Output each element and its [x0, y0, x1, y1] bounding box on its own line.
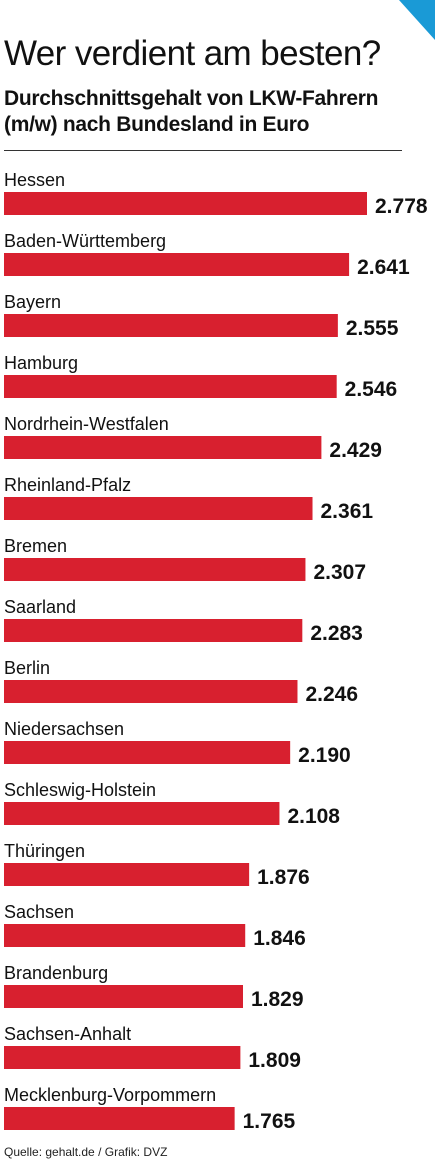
category-label: Sachsen — [4, 902, 74, 922]
bar — [4, 436, 322, 459]
bar — [4, 680, 298, 703]
bar — [4, 619, 303, 642]
bar — [4, 497, 313, 520]
bar-row: Berlin 2.246 — [4, 658, 358, 706]
value-label: 2.283 — [310, 622, 363, 645]
bar-row: Saarland 2.283 — [4, 597, 363, 645]
value-label: 1.765 — [243, 1110, 296, 1133]
value-label: 2.361 — [321, 500, 374, 523]
source-note: Quelle: gehalt.de / Grafik: DVZ — [4, 1145, 168, 1159]
bar-row: Schleswig-Holstein 2.108 — [4, 780, 340, 828]
value-label: 2.307 — [313, 561, 366, 584]
bar — [4, 1046, 241, 1069]
value-label: 2.246 — [305, 683, 358, 706]
category-label: Brandenburg — [4, 963, 108, 983]
chart-title: Wer verdient am besten? — [4, 34, 381, 73]
category-label: Thüringen — [4, 841, 85, 861]
value-label: 1.829 — [251, 988, 304, 1011]
bar-row: Nordrhein-Westfalen 2.429 — [4, 414, 382, 462]
bar — [4, 1107, 235, 1130]
category-label: Bayern — [4, 292, 61, 312]
category-label: Bremen — [4, 536, 67, 556]
bar — [4, 558, 306, 581]
bar-chart: Hessen 2.778 Baden-Württemberg 2.641 Bayern 2… — [4, 170, 428, 1133]
category-label: Nordrhein-Westfalen — [4, 414, 169, 434]
category-label: Sachsen-Anhalt — [4, 1024, 131, 1044]
bar-row: Rheinland-Pfalz 2.361 — [4, 475, 373, 523]
bar — [4, 802, 280, 825]
category-label: Baden-Württemberg — [4, 231, 166, 251]
bar-row: Hamburg 2.546 — [4, 353, 397, 401]
category-label: Berlin — [4, 658, 50, 678]
bar-row: Hessen 2.778 — [4, 170, 428, 218]
value-label: 2.778 — [375, 195, 428, 218]
category-label: Hamburg — [4, 353, 78, 373]
chart-subtitle: Durchschnittsgehalt von LKW-Fahrern (m/w… — [4, 87, 379, 136]
value-label: 1.846 — [253, 927, 306, 950]
value-label: 1.809 — [248, 1049, 301, 1072]
bar-row: Bayern 2.555 — [4, 292, 399, 340]
value-label: 2.108 — [287, 805, 340, 828]
bar — [4, 985, 243, 1008]
value-label: 2.641 — [357, 256, 410, 279]
bar-row: Baden-Württemberg 2.641 — [4, 231, 410, 279]
bar — [4, 192, 367, 215]
bar-row: Mecklenburg-Vorpommern 1.765 — [4, 1085, 296, 1133]
category-label: Rheinland-Pfalz — [4, 475, 131, 495]
category-label: Niedersachsen — [4, 719, 124, 739]
value-label: 2.555 — [346, 317, 399, 340]
bar — [4, 314, 338, 337]
bar — [4, 741, 291, 764]
title-divider — [4, 150, 402, 151]
bar — [4, 253, 350, 276]
value-label: 2.429 — [329, 439, 382, 462]
bar-row: Sachsen 1.846 — [4, 902, 306, 950]
category-label: Schleswig-Holstein — [4, 780, 156, 800]
bar — [4, 924, 246, 947]
value-label: 2.546 — [345, 378, 398, 401]
category-label: Hessen — [4, 170, 65, 190]
bar — [4, 375, 337, 398]
value-label: 1.876 — [257, 866, 310, 889]
value-label: 2.190 — [298, 744, 351, 767]
category-label: Mecklenburg-Vorpommern — [4, 1085, 216, 1105]
bar — [4, 863, 250, 886]
bar-row: Brandenburg 1.829 — [4, 963, 304, 1011]
bar-row: Sachsen-Anhalt 1.809 — [4, 1024, 301, 1072]
bar-row: Bremen 2.307 — [4, 536, 366, 584]
category-label: Saarland — [4, 597, 76, 617]
bar-row: Niedersachsen 2.190 — [4, 719, 351, 767]
bar-row: Thüringen 1.876 — [4, 841, 310, 889]
corner-triangle-icon — [399, 0, 435, 40]
